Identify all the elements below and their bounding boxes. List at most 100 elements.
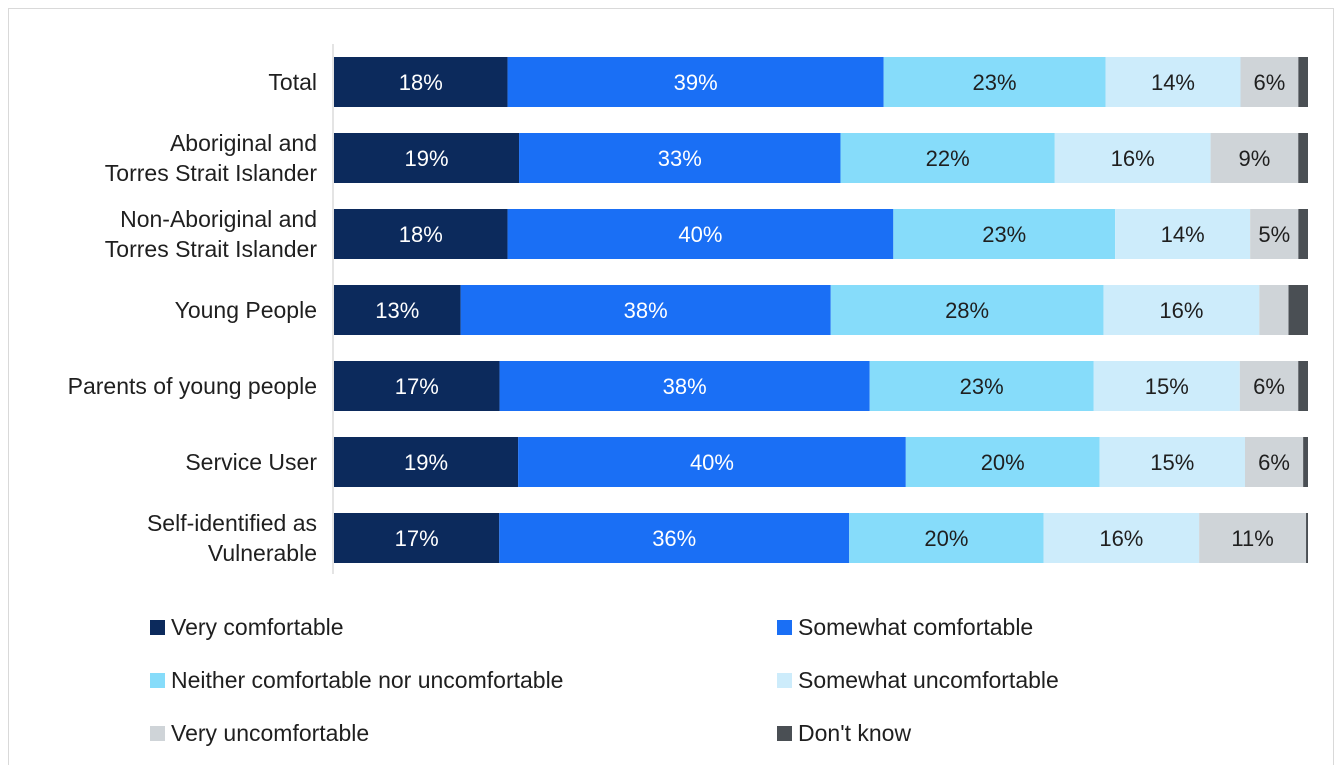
data-label: 17% [395,374,439,399]
data-label: 28% [945,298,989,323]
bar-segment [840,133,1055,183]
data-label: 6% [1253,374,1285,399]
data-label: 19% [404,450,448,475]
data-label: 16% [1159,298,1203,323]
category-label: Vulnerable [208,540,317,566]
data-label: 33% [658,146,702,171]
data-label: 38% [663,374,707,399]
bar-segment [1103,285,1260,335]
bar-segment [334,437,519,487]
bar-segment [518,437,906,487]
legend-swatch [150,725,165,741]
bar-segment [893,209,1116,259]
category-label: Parents of young people [68,373,317,399]
data-label: 23% [973,70,1017,95]
data-label: 14% [1151,70,1195,95]
legend-label: Somewhat uncomfortable [798,666,1059,693]
bar-segment [460,285,831,335]
bar-segment [1240,57,1299,107]
data-label: 16% [1111,146,1155,171]
bar-segment [1298,209,1308,259]
category-label: Total [268,69,317,95]
category-label: Aboriginal and [170,130,317,156]
legend-item: Somewhat uncomfortable [777,665,1059,695]
stacked-bar-chart: Total 18% 39% 23% 14% 6% Aboriginal and Torres … [68,44,1308,574]
data-label: 22% [926,146,970,171]
data-label: 11% [1231,526,1273,551]
data-label: 38% [624,298,668,323]
bar-segment [869,361,1094,411]
legend-swatch [150,619,165,635]
category-label: Self-identified as [147,510,317,536]
data-label: 39% [674,70,718,95]
legend-label: Neither comfortable nor uncomfortable [171,666,564,693]
data-label: 19% [405,146,449,171]
bar-segment [519,133,841,183]
data-label: 36% [652,526,696,551]
bar-segment [334,361,500,411]
bar-segment [905,437,1100,487]
data-label: 9% [1239,146,1271,171]
bar-segment [1054,133,1211,183]
bar-segment [499,513,850,563]
data-label: 18% [399,222,443,247]
legend-item: Somewhat comfortable [777,612,1033,642]
legend-swatch [150,672,165,688]
data-label: 15% [1150,450,1194,475]
legend-item: Very comfortable [150,612,344,642]
bar-segment [1115,209,1251,259]
data-label: 5% [1258,222,1290,247]
category-label: Young People [175,297,317,323]
bar-segment [507,57,884,107]
bar-segment [1210,133,1299,183]
legend-swatch [777,619,792,635]
bar-segment [1288,285,1308,335]
bar-segment [1298,361,1308,411]
bar-segment [334,209,508,259]
legend-swatch [777,672,792,688]
data-label: 20% [924,526,968,551]
bar-segment [883,57,1106,107]
legend-item: Very uncomfortable [150,718,369,748]
legend-swatch [777,725,792,741]
bar-segment [507,209,894,259]
data-label: 23% [960,374,1004,399]
legend-label: Very comfortable [171,613,344,640]
bar-segment [1239,361,1299,411]
data-label: 40% [690,450,734,475]
bar-segment [334,57,508,107]
data-label: 23% [982,222,1026,247]
data-label: 20% [981,450,1025,475]
bar-segment [334,133,520,183]
legend-label: Somewhat comfortable [798,613,1034,640]
bar-segment [1099,437,1246,487]
chart-frame [8,8,1334,765]
data-label: 17% [395,526,439,551]
data-label: 16% [1099,526,1143,551]
bar-segment [499,361,870,411]
bar-segment [1043,513,1200,563]
legend-item: Neither comfortable nor uncomfortable [150,665,563,695]
bar-segment [1259,285,1289,335]
bar-segment [334,513,500,563]
data-label: 18% [399,70,443,95]
bar-segment [1245,437,1304,487]
data-label: 6% [1254,70,1286,95]
bar-segment [830,285,1104,335]
bar-segment [1105,57,1241,107]
bar-segment [1298,57,1308,107]
bar-segment [1093,361,1240,411]
bar-segment [1199,513,1307,563]
bar-segment [1298,133,1308,183]
data-label: 6% [1258,450,1290,475]
legend-label: Very uncomfortable [171,719,370,746]
data-label: 14% [1161,222,1205,247]
bar-segment [1306,513,1308,563]
category-label: Torres Strait Islander [105,160,318,186]
data-label: 15% [1145,374,1189,399]
category-label: Service User [185,449,317,475]
bar-segment [849,513,1044,563]
legend-label: Don't know [798,719,912,746]
legend-item: Don't know [777,718,911,748]
bar-segment [1303,437,1308,487]
